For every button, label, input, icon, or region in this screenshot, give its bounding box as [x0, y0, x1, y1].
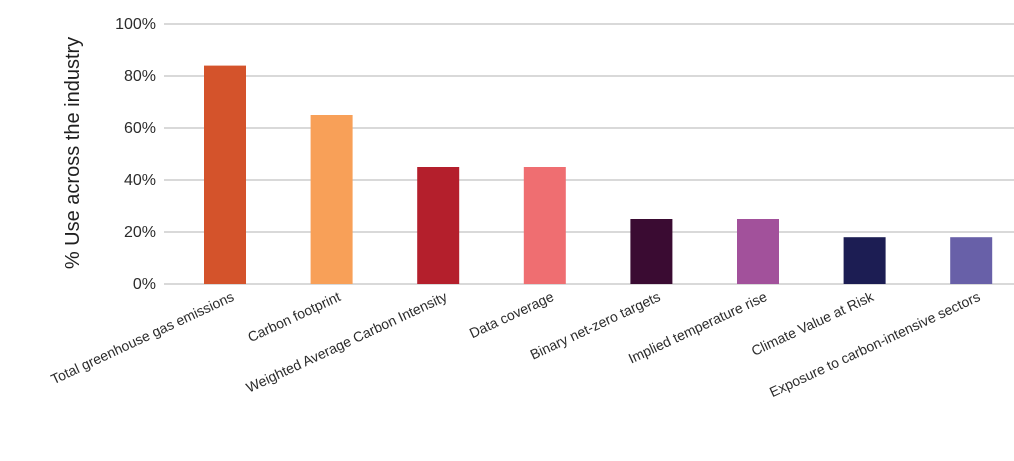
bar: [737, 219, 779, 284]
y-axis-title: % Use across the industry: [62, 37, 84, 269]
bar: [523, 167, 566, 284]
x-category-label: Weighted Average Carbon Intensity: [244, 288, 450, 395]
y-tick-label: 40%: [124, 172, 156, 189]
bar: [310, 115, 353, 284]
bar: [204, 65, 246, 284]
bar: [950, 237, 993, 284]
x-category-label: Total greenhouse gas emissions: [48, 288, 236, 387]
gridlines: [164, 23, 1014, 285]
x-axis-category-labels: Total greenhouse gas emissions Carbon foo…: [48, 288, 982, 400]
x-category-label: Carbon footprint: [245, 288, 343, 345]
bar: [843, 237, 886, 284]
y-tick-label: 20%: [124, 224, 156, 241]
bar: [630, 219, 673, 284]
y-axis-tick-labels: 0% 20% 40% 60% 80% 100%: [115, 16, 156, 293]
y-tick-label: 100%: [115, 16, 156, 33]
y-tick-label: 0%: [133, 276, 156, 293]
y-tick-label: 60%: [124, 120, 156, 137]
bar: [417, 167, 460, 284]
x-category-label: Exposure to carbon-intensive sectors: [767, 288, 983, 400]
y-tick-label: 80%: [124, 68, 156, 85]
bars: [204, 65, 993, 284]
x-category-label: Data coverage: [467, 288, 556, 341]
